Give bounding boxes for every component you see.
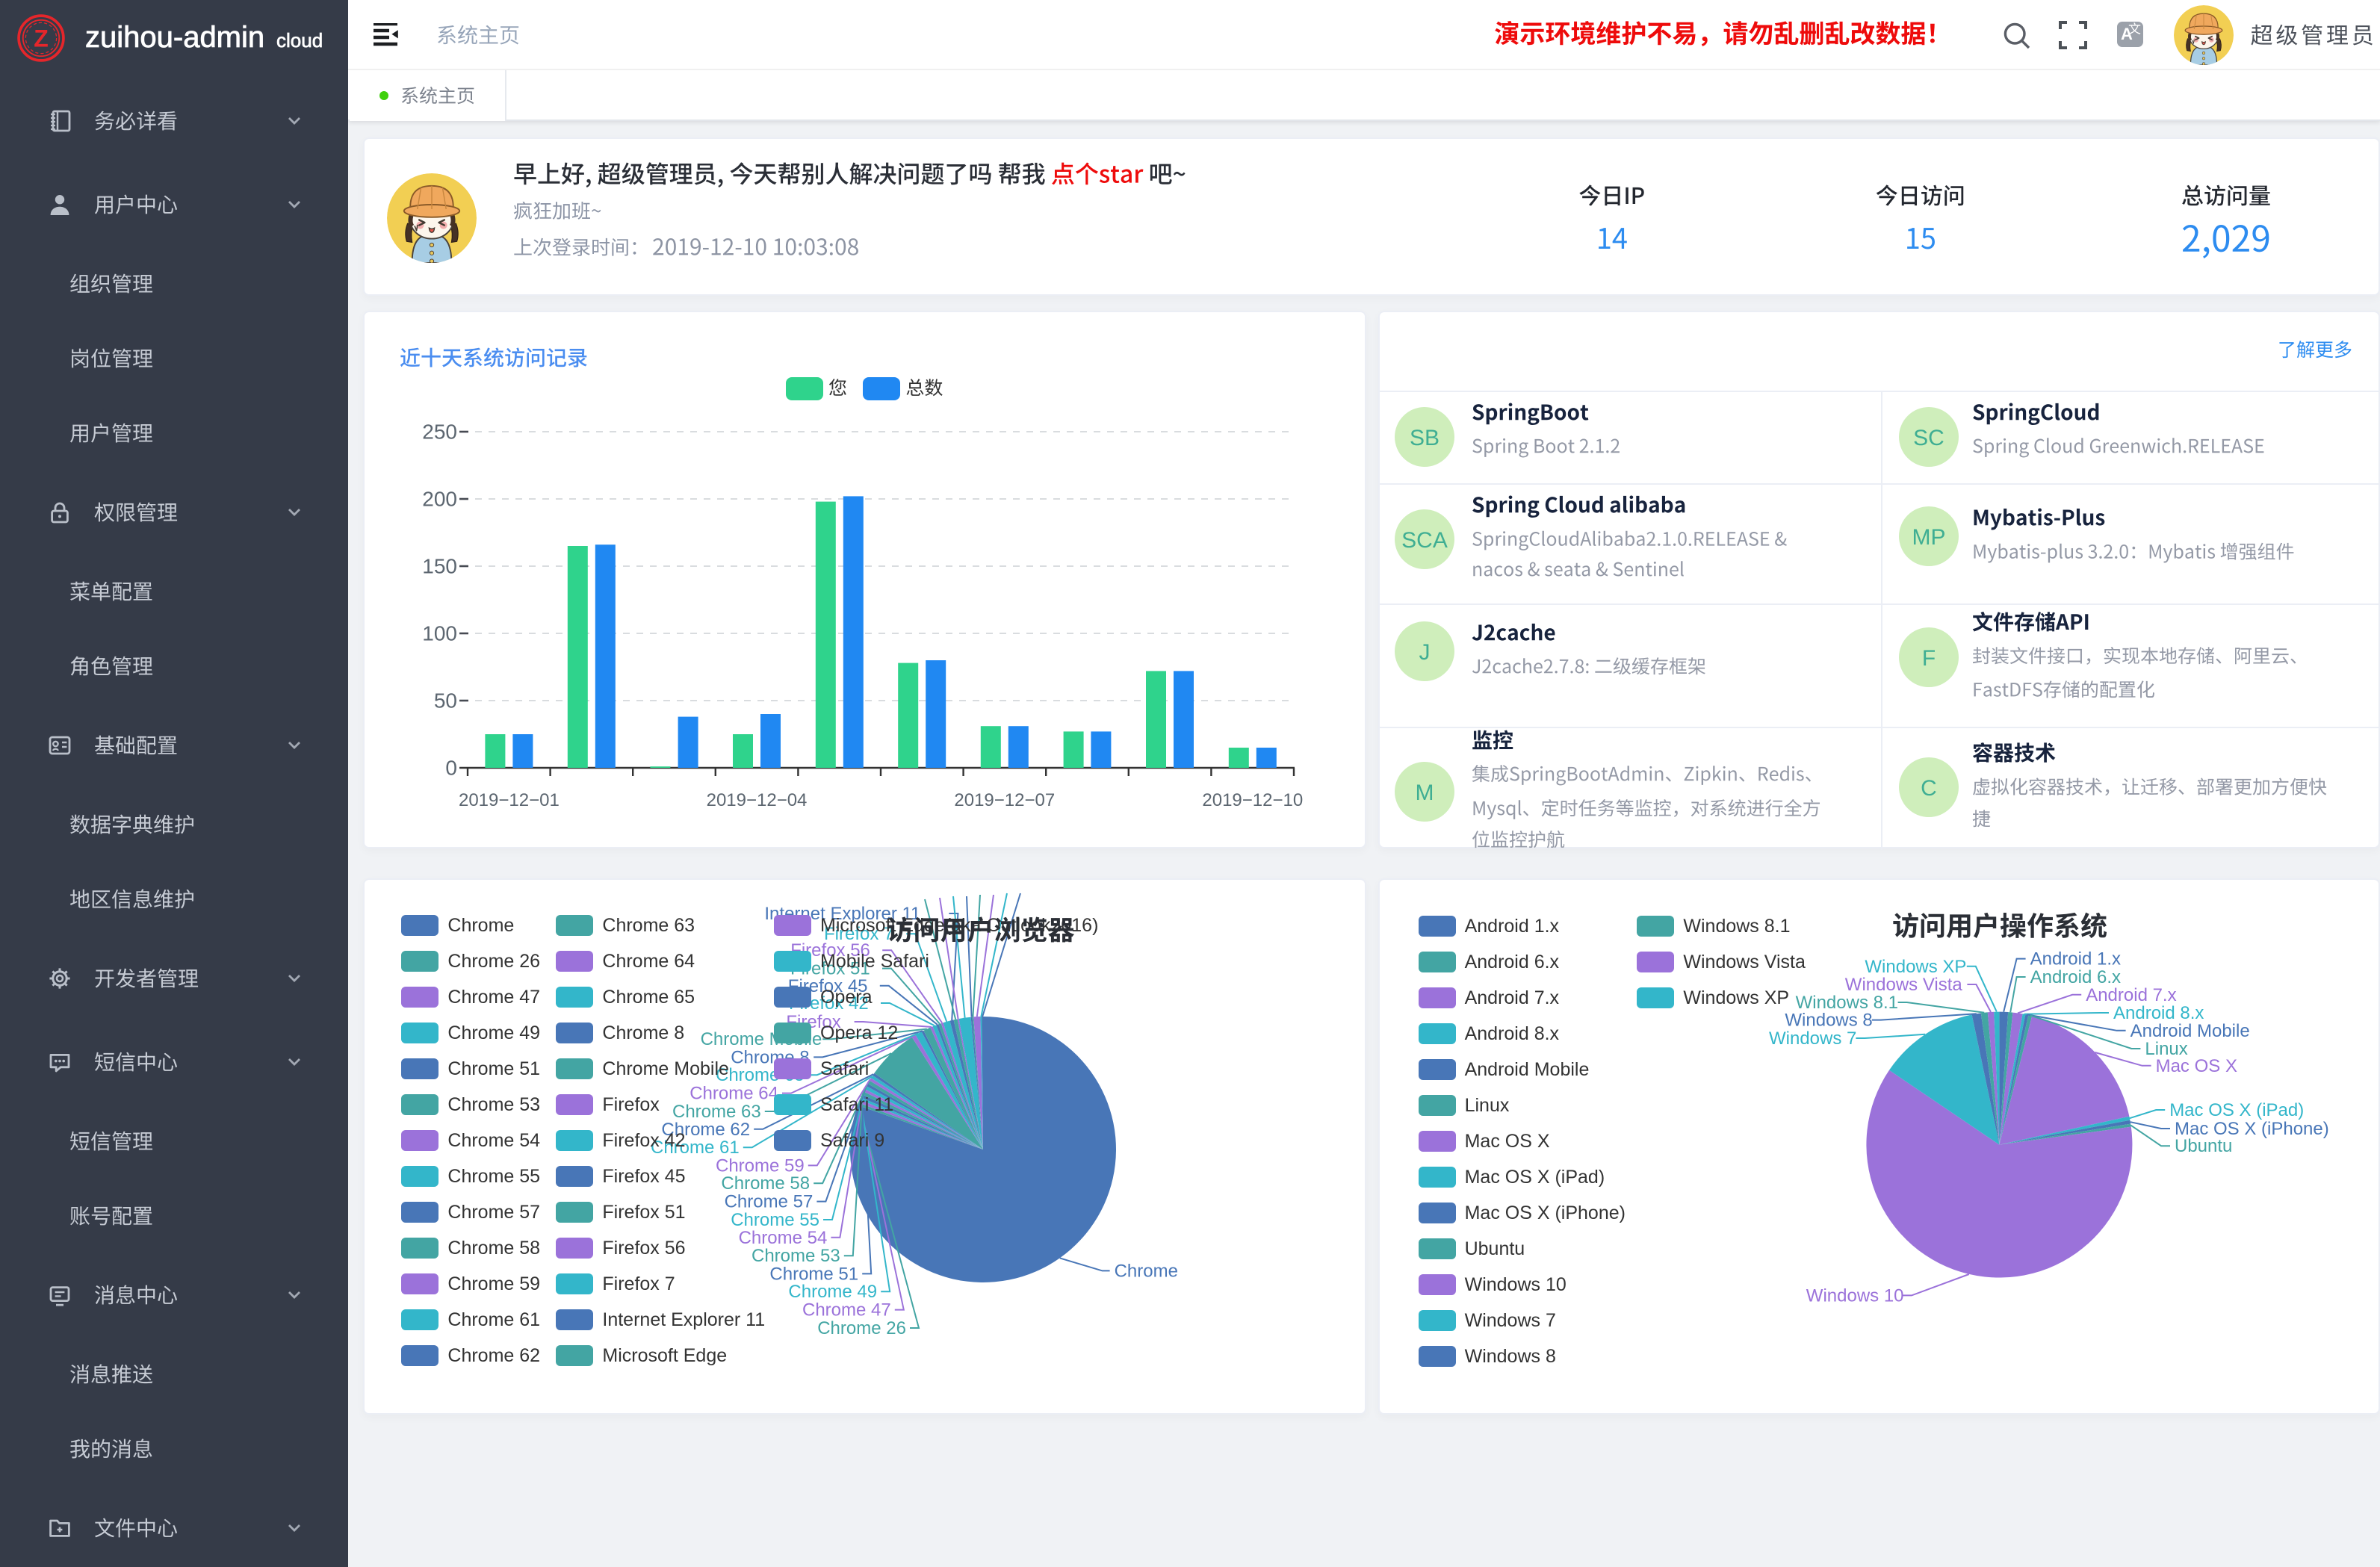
svg-text:Chrome 62: Chrome 62 bbox=[661, 1120, 750, 1140]
svg-text:Mac OS X: Mac OS X bbox=[2156, 1056, 2237, 1076]
svg-text:Windows XP: Windows XP bbox=[1865, 957, 1966, 977]
svg-text:Chrome 63: Chrome 63 bbox=[672, 1102, 761, 1122]
svg-text:Chrome 57: Chrome 57 bbox=[725, 1192, 814, 1212]
svg-text:Chrome 59: Chrome 59 bbox=[716, 1155, 805, 1176]
svg-text:Chrome 49: Chrome 49 bbox=[788, 1282, 877, 1302]
svg-text:Windows 10: Windows 10 bbox=[1806, 1285, 1904, 1306]
svg-text:Chrome 54: Chrome 54 bbox=[739, 1228, 828, 1248]
svg-text:Android 7.x: Android 7.x bbox=[2086, 985, 2176, 1005]
svg-text:200: 200 bbox=[422, 488, 457, 511]
svg-text:Ubuntu: Ubuntu bbox=[2175, 1136, 2232, 1156]
svg-text:Firefox 7: Firefox 7 bbox=[824, 924, 893, 944]
svg-text:50: 50 bbox=[434, 689, 457, 713]
svg-text:Windows 7: Windows 7 bbox=[1769, 1028, 1856, 1049]
svg-text:Chrome 26: Chrome 26 bbox=[817, 1318, 906, 1338]
svg-text:Chrome 53: Chrome 53 bbox=[752, 1246, 840, 1266]
svg-text:Linux: Linux bbox=[2145, 1039, 2187, 1059]
svg-text:Chrome 51: Chrome 51 bbox=[769, 1264, 858, 1284]
svg-text:0: 0 bbox=[445, 757, 457, 780]
svg-text:Android 6.x: Android 6.x bbox=[2030, 967, 2121, 987]
svg-text:Android Mobile: Android Mobile bbox=[2130, 1021, 2250, 1041]
svg-text:Chrome 55: Chrome 55 bbox=[731, 1210, 819, 1230]
svg-text:2019−12−10: 2019−12−10 bbox=[1202, 790, 1303, 810]
svg-text:100: 100 bbox=[422, 622, 457, 645]
svg-text:2019−12−01: 2019−12−01 bbox=[459, 790, 560, 810]
svg-text:Chrome 58: Chrome 58 bbox=[721, 1173, 810, 1194]
svg-text:Windows Vista: Windows Vista bbox=[1845, 975, 1963, 995]
svg-text:Chrome: Chrome bbox=[1115, 1261, 1178, 1281]
svg-text:2019−12−07: 2019−12−07 bbox=[954, 790, 1055, 810]
svg-text:Mac OS X (iPhone): Mac OS X (iPhone) bbox=[2175, 1119, 2329, 1139]
svg-text:2019−12−04: 2019−12−04 bbox=[707, 790, 808, 810]
svg-text:Android 8.x: Android 8.x bbox=[2113, 1003, 2204, 1023]
svg-text:Chrome 47: Chrome 47 bbox=[802, 1300, 891, 1321]
svg-text:Chrome 64: Chrome 64 bbox=[689, 1084, 778, 1104]
svg-text:Windows 8: Windows 8 bbox=[1785, 1011, 1872, 1031]
svg-text:250: 250 bbox=[422, 421, 457, 444]
svg-text:Android 1.x: Android 1.x bbox=[2030, 949, 2121, 969]
svg-text:Mac OS X (iPad): Mac OS X (iPad) bbox=[2169, 1100, 2304, 1120]
svg-text:Z: Z bbox=[34, 25, 49, 52]
svg-text:Chrome 61: Chrome 61 bbox=[651, 1138, 740, 1158]
svg-text:Windows 8.1: Windows 8.1 bbox=[1796, 993, 1898, 1013]
svg-text:150: 150 bbox=[422, 555, 457, 578]
